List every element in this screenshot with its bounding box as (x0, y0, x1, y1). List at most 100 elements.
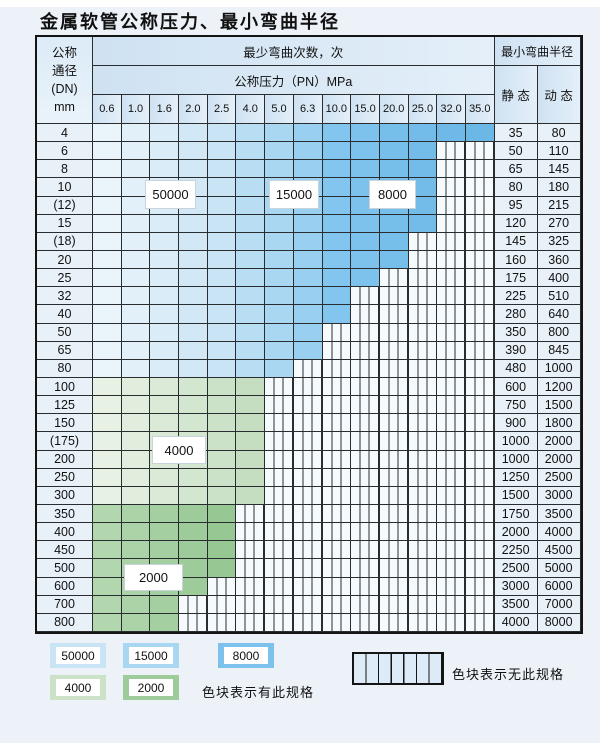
available-cell (207, 287, 237, 306)
no-spec-cell (465, 160, 495, 179)
no-spec-cell (351, 559, 380, 578)
available-cell (179, 124, 208, 143)
no-spec-cell (408, 595, 438, 614)
bend-cycles-header: 最少弯曲次数，次 (93, 37, 495, 66)
static-radius-cell: 120 (494, 214, 538, 233)
available-cell (93, 541, 122, 560)
no-spec-cell (408, 250, 438, 270)
no-spec-cell (437, 432, 466, 451)
no-spec-cell (179, 595, 208, 614)
no-spec-cell (293, 468, 323, 487)
available-cell (93, 232, 122, 251)
available-cell (207, 432, 237, 451)
no-spec-cell (379, 432, 409, 451)
no-spec-cell (236, 595, 266, 614)
static-radius-cell: 175 (494, 269, 538, 288)
no-spec-cell (408, 486, 438, 505)
available-cell (179, 396, 208, 415)
no-spec-cell (179, 613, 208, 632)
no-spec-cell (351, 396, 380, 415)
available-cell (351, 250, 380, 270)
no-spec-cell (293, 450, 323, 469)
dn-cell: 10 (37, 178, 93, 197)
static-radius-cell: 1250 (494, 468, 538, 487)
available-cell (179, 269, 208, 288)
available-cell (121, 504, 151, 524)
available-cell (437, 124, 466, 143)
available-cell (179, 305, 208, 324)
available-cell (322, 178, 352, 197)
no-spec-cell (293, 559, 323, 578)
no-spec-cell (293, 486, 323, 505)
available-cell (121, 377, 151, 397)
no-spec-cell (465, 613, 495, 632)
no-spec-cell (465, 377, 495, 397)
no-spec-cell (437, 396, 466, 415)
available-cell (121, 595, 151, 614)
available-cell (236, 377, 266, 397)
pn-tick: 2.5 (207, 95, 237, 124)
available-cell (179, 160, 208, 179)
available-cell (379, 250, 409, 270)
available-cell (179, 359, 208, 378)
no-spec-cell (351, 523, 380, 542)
available-cell (236, 341, 266, 360)
available-cell (93, 396, 122, 415)
available-cell (207, 232, 237, 251)
dynamic-radius-cell: 4500 (537, 541, 581, 560)
page-title: 金属软管公称压力、最小弯曲半径 (40, 12, 340, 32)
available-cell (265, 359, 294, 378)
dn-cell: 700 (37, 595, 93, 614)
available-cell (207, 196, 237, 215)
dn-cell: 400 (37, 523, 93, 542)
no-spec-cell (437, 160, 466, 179)
no-spec-cell (465, 250, 495, 270)
no-spec-cell (408, 432, 438, 451)
available-cell (179, 323, 208, 342)
available-cell (293, 160, 323, 179)
no-spec-cell (351, 577, 380, 596)
available-cell (236, 160, 266, 179)
corner-header-dn: 公称 通径 (DN) mm (37, 37, 93, 124)
available-cell (351, 142, 380, 161)
no-spec-cell (465, 341, 495, 360)
static-radius-cell: 160 (494, 250, 538, 270)
no-spec-cell (293, 504, 323, 524)
zone-label-4000: 4000 (152, 436, 206, 464)
no-spec-cell (465, 523, 495, 542)
available-cell (150, 396, 180, 415)
no-spec-cell (265, 486, 294, 505)
legend-swatch-label: 4000 (56, 679, 100, 696)
static-column-header: 静 态 (494, 66, 538, 124)
no-spec-cell (465, 287, 495, 306)
available-cell (351, 124, 380, 143)
dynamic-radius-cell: 800 (537, 323, 581, 342)
available-cell (93, 359, 122, 378)
no-spec-cell (265, 396, 294, 415)
static-radius-cell: 2250 (494, 541, 538, 560)
available-cell (179, 341, 208, 360)
available-cell (121, 450, 151, 469)
no-spec-cell (465, 178, 495, 197)
available-cell (179, 541, 208, 560)
static-radius-cell: 350 (494, 323, 538, 342)
available-cell (179, 559, 208, 578)
no-spec-cell (322, 577, 352, 596)
available-cell (265, 341, 294, 360)
available-cell (179, 523, 208, 542)
available-cell (179, 486, 208, 505)
no-spec-cell (351, 414, 380, 433)
available-cell (150, 287, 180, 306)
available-cell (236, 178, 266, 197)
min-bend-radius-header: 最小弯曲半径 (494, 37, 581, 66)
pn-tick: 20.0 (379, 95, 409, 124)
available-cell (93, 287, 122, 306)
no-spec-cell (379, 359, 409, 378)
no-spec-cell (379, 341, 409, 360)
available-cell (293, 142, 323, 161)
dn-cell: 50 (37, 323, 93, 342)
no-spec-cell (379, 414, 409, 433)
pn-tick: 2.0 (179, 95, 208, 124)
spec-table: 公称 通径 (DN) mm 最少弯曲次数，次 最小弯曲半径 公称压力（PN）MP… (35, 35, 583, 634)
no-spec-cell (465, 359, 495, 378)
